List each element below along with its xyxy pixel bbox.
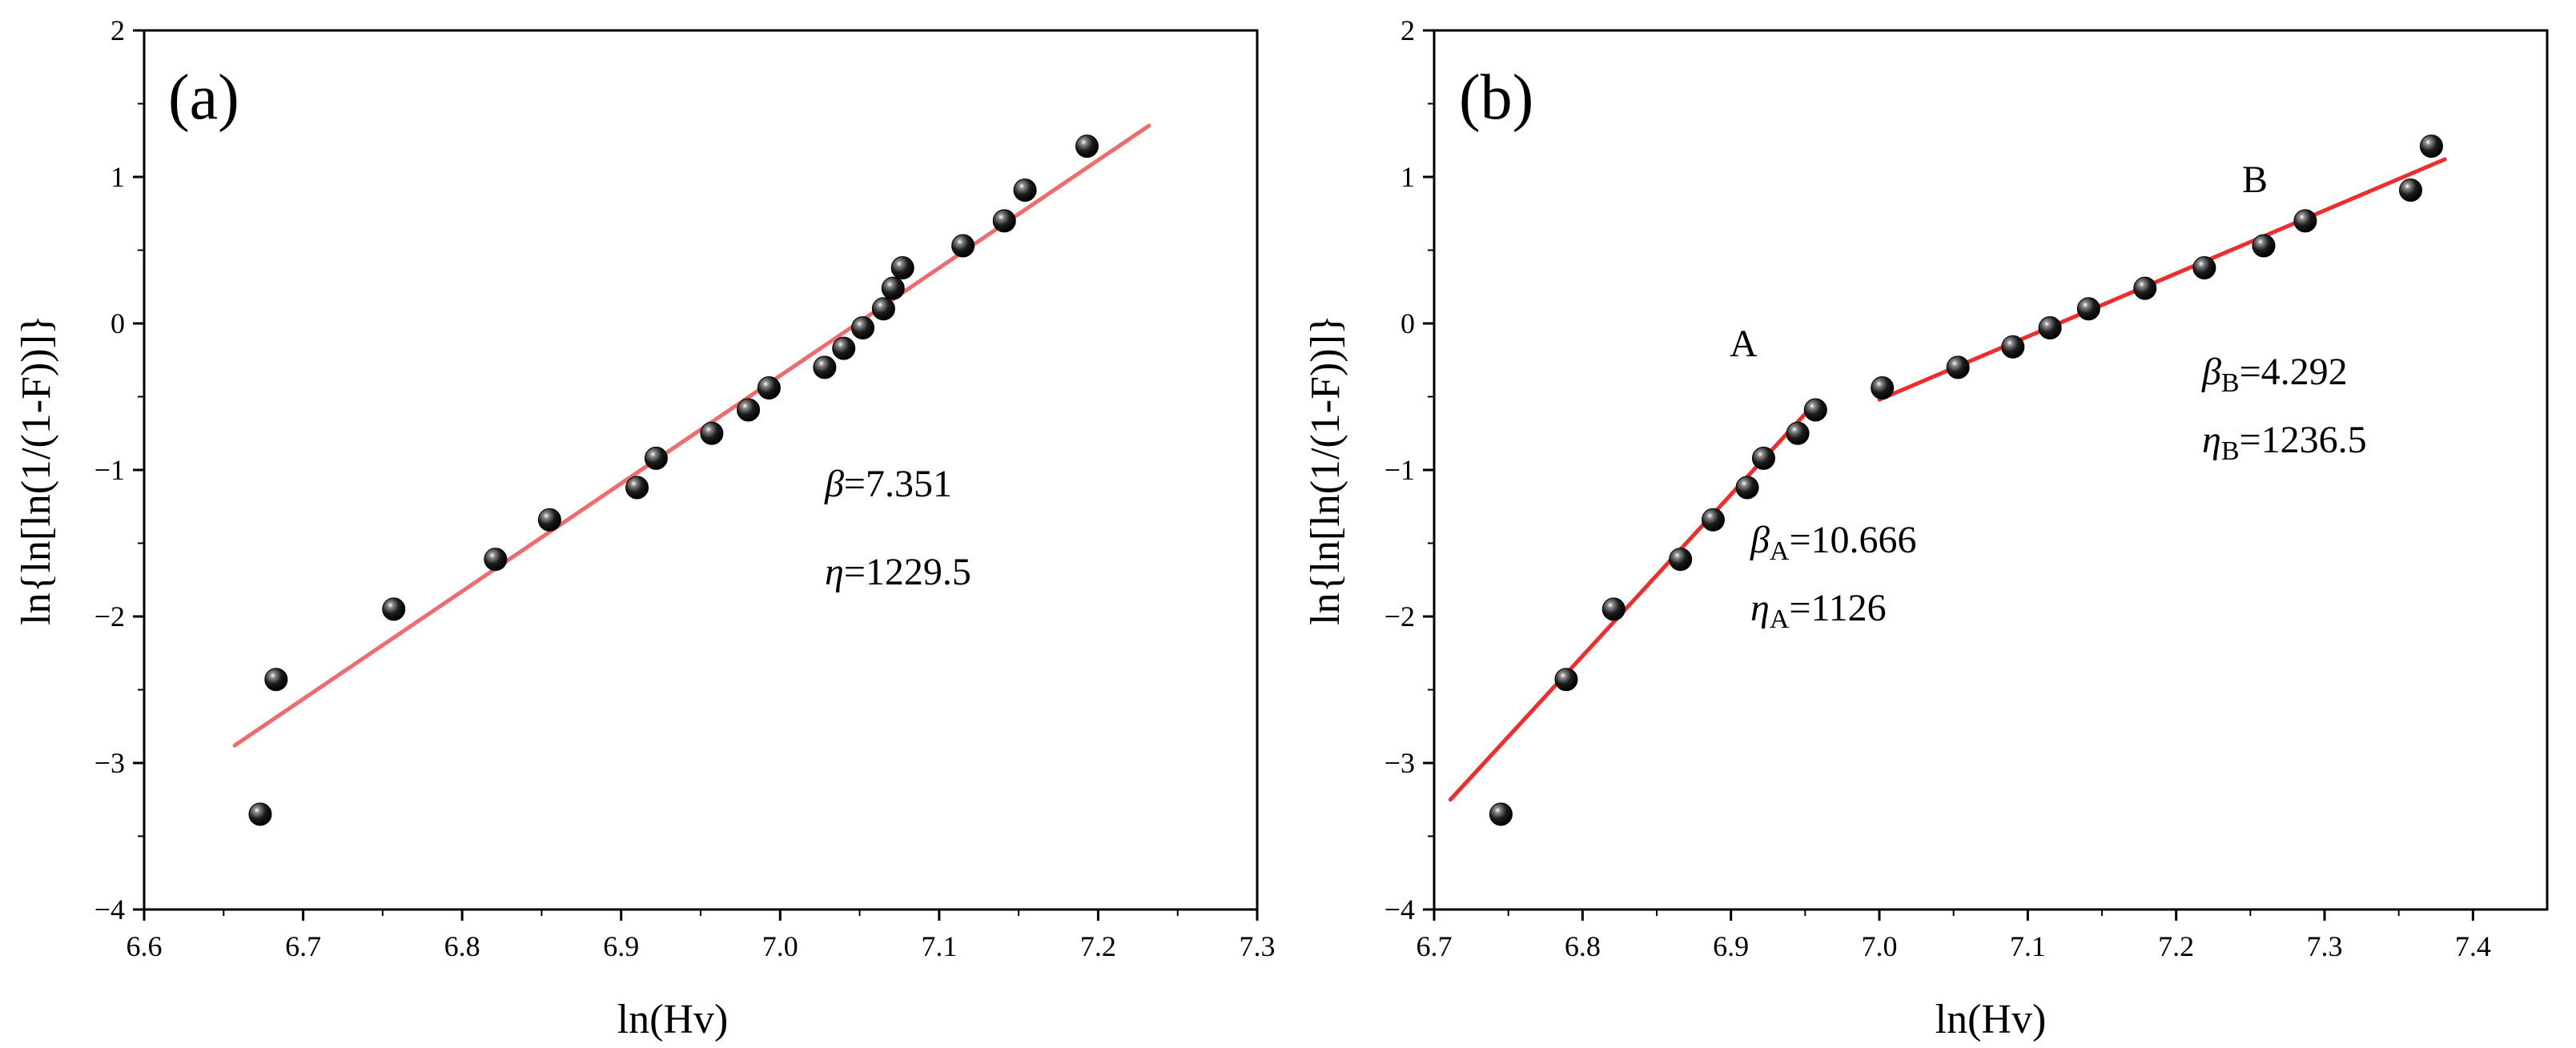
data-point-b xyxy=(1669,548,1693,572)
x-tick-label-b: 7.3 xyxy=(2307,930,2343,962)
data-point-b xyxy=(1803,398,1827,422)
data-point-b xyxy=(1871,376,1895,400)
fit-lines-b xyxy=(1448,157,2447,802)
data-point-a xyxy=(382,597,406,621)
x-tick-label-b: 6.9 xyxy=(1713,930,1749,962)
x-tick-label-a: 7.3 xyxy=(1240,930,1276,962)
x-tick-label-b: 6.7 xyxy=(1417,930,1453,962)
data-point-a xyxy=(851,315,875,339)
beta-b-annotation: βB=4.292 xyxy=(2201,351,2348,398)
x-tick-label-a: 7.2 xyxy=(1080,930,1116,962)
beta-a-annotation: βA=10.666 xyxy=(1750,519,1917,566)
data-point-a xyxy=(537,508,561,532)
y-tick-label-b: 2 xyxy=(1401,14,1415,46)
x-axis-title-a: ln(Hv) xyxy=(617,997,729,1042)
data-point-a xyxy=(881,276,905,300)
y-tick-label-b: 1 xyxy=(1401,161,1415,193)
segment-label-a: A xyxy=(1730,323,1758,365)
data-point-b xyxy=(1701,508,1725,532)
data-point-a xyxy=(700,421,724,445)
data-point-b xyxy=(2133,276,2157,300)
y-tick-label-a: −4 xyxy=(94,893,125,926)
x-tick-label-b: 7.4 xyxy=(2455,930,2491,962)
x-tick-label-a: 6.8 xyxy=(444,930,480,962)
eta-annotation-a: η=1229.5 xyxy=(825,551,971,593)
y-tick-label-b: −2 xyxy=(1384,600,1415,632)
x-tick-label-b: 7.2 xyxy=(2158,930,2194,962)
x-tick-label-b: 6.8 xyxy=(1565,930,1601,962)
eta-b-annotation: ηB=1236.5 xyxy=(2202,419,2367,466)
data-points-b xyxy=(1489,135,2443,826)
x-tick-label-a: 7.0 xyxy=(762,930,798,962)
data-point-b xyxy=(2252,234,2276,258)
data-point-b xyxy=(1786,421,1810,445)
x-tick-label-b: 7.0 xyxy=(1862,930,1898,962)
segment-label-b: B xyxy=(2242,159,2268,201)
beta-annotation-a: β=7.351 xyxy=(824,463,952,505)
x-tick-label-a: 6.6 xyxy=(127,930,163,962)
data-point-a xyxy=(248,802,272,826)
data-point-b xyxy=(1751,446,1775,470)
y-tick-label-b: −1 xyxy=(1384,454,1415,486)
y-tick-label-a: −1 xyxy=(94,454,125,486)
data-point-b xyxy=(2076,297,2100,321)
data-point-b xyxy=(1554,668,1578,692)
fit-line-b-2 xyxy=(1877,157,2447,402)
y-axis-title-b: ln{ln[ln(1/(1-F))]} xyxy=(1303,315,1348,625)
data-point-b xyxy=(2419,135,2443,159)
y-tick-label-a: −3 xyxy=(94,747,125,779)
fit-line-b-1 xyxy=(1448,400,1818,802)
y-axis-title-a: ln{ln[ln(1/(1-F))]} xyxy=(14,315,59,625)
data-point-b xyxy=(1489,802,1513,826)
data-point-a xyxy=(832,336,856,360)
y-tick-label-a: −2 xyxy=(94,600,125,632)
y-tick-label-b: 0 xyxy=(1401,307,1415,339)
data-point-a xyxy=(757,376,781,400)
plot-frame-a xyxy=(143,29,1259,911)
data-point-b xyxy=(1946,355,1970,379)
panel-label-a: (a) xyxy=(168,62,239,133)
data-point-b xyxy=(2293,209,2317,233)
x-tick-label-a: 7.1 xyxy=(921,930,957,962)
x-tick-label-b: 7.1 xyxy=(2010,930,2046,962)
data-point-b xyxy=(2038,315,2062,339)
x-tick-label-a: 6.9 xyxy=(603,930,639,962)
panel-label-b: (b) xyxy=(1459,62,1533,133)
x-tick-label-a: 6.7 xyxy=(285,930,321,962)
y-tick-label-a: 1 xyxy=(111,161,125,193)
data-point-a xyxy=(644,446,668,470)
ticks-b: 6.7 6.8 6.9 7.0 7.1 7.2 7.3 7.4 −4 −3 −2 −1 0 1 2 xyxy=(1384,14,2491,962)
data-point-a xyxy=(1013,178,1037,202)
data-point-b xyxy=(1601,597,1626,621)
data-point-a xyxy=(871,297,895,321)
data-point-b xyxy=(2001,335,2025,359)
data-points-a xyxy=(248,135,1099,826)
data-point-a xyxy=(484,548,508,572)
y-tick-label-b: −3 xyxy=(1384,747,1415,779)
data-point-a xyxy=(813,355,837,379)
x-axis-title-b: ln(Hv) xyxy=(1935,997,2047,1042)
eta-a-annotation: ηA=1126 xyxy=(1750,587,1887,634)
y-tick-label-b: −4 xyxy=(1384,893,1415,926)
data-point-b xyxy=(2192,255,2216,279)
data-point-a xyxy=(890,255,914,279)
data-point-a xyxy=(951,234,975,258)
plot-frame-b xyxy=(1433,29,2549,911)
data-point-b xyxy=(1735,476,1759,500)
data-point-a xyxy=(737,398,761,422)
data-point-a xyxy=(992,209,1016,233)
data-point-a xyxy=(625,476,649,500)
y-tick-label-a: 2 xyxy=(111,14,125,46)
data-point-a xyxy=(264,668,288,692)
ticks-a: 6.6 6.7 6.8 6.9 7.0 7.1 7.2 7.3 −4 −3 −2 −1 0 1 2 xyxy=(94,14,1276,962)
data-point-b xyxy=(2398,178,2422,202)
data-point-a xyxy=(1075,135,1099,159)
y-tick-label-a: 0 xyxy=(111,307,125,339)
